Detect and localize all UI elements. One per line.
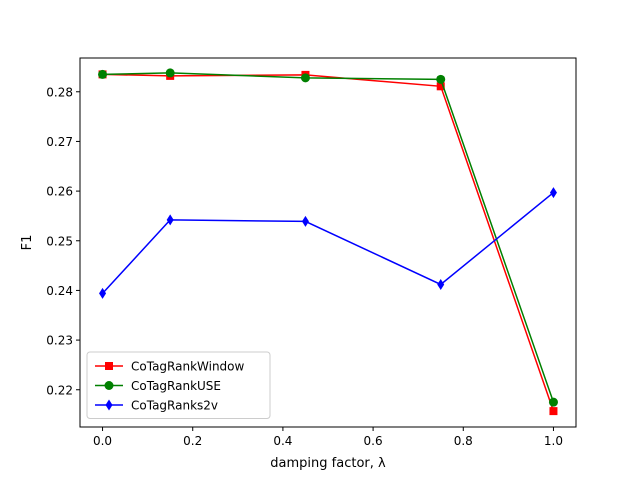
y-tick-label: 0.28 — [46, 85, 73, 99]
x-tick-label: 0.8 — [454, 434, 473, 448]
data-point-CoTagRankUSE — [436, 74, 446, 84]
data-point-CoTagRanks2v — [99, 287, 107, 299]
y-tick-label: 0.26 — [46, 185, 73, 199]
legend-marker — [104, 381, 114, 390]
legend-entry-label: CoTagRankUSE — [131, 379, 221, 393]
data-point-CoTagRanks2v — [549, 187, 557, 199]
y-axis: 0.22 0.23 0.24 0.25 0.26 0.27 0.28 — [46, 85, 80, 397]
x-tick-label: 0.0 — [93, 434, 112, 448]
data-point-CoTagRanks2v — [301, 215, 309, 227]
plot-frame — [79, 57, 577, 428]
legend-marker — [105, 362, 113, 370]
y-tick-label: 0.23 — [46, 334, 73, 348]
plot-marks — [98, 68, 558, 416]
legend-box — [86, 351, 271, 419]
y-tick-label: 0.27 — [46, 135, 73, 149]
data-point-CoTagRankWindow — [436, 82, 445, 91]
data-point-CoTagRankUSE — [548, 397, 558, 407]
x-tick-label: 0.4 — [273, 434, 292, 448]
x-axis: 0.0 0.2 0.4 0.6 0.8 1.0 — [93, 427, 563, 448]
data-point-CoTagRankWindow — [549, 407, 558, 416]
y-tick-label: 0.24 — [46, 284, 73, 298]
legend-entry-label: CoTagRanks2v — [131, 399, 218, 413]
data-point-CoTagRanks2v — [437, 278, 445, 290]
legend: CoTagRankWindow CoTagRankUSE CoTagRanks2v — [86, 351, 271, 419]
x-axis-label: damping factor, λ — [270, 456, 386, 471]
legend-entry-label: CoTagRankWindow — [131, 360, 245, 374]
x-tick-label: 1.0 — [544, 434, 563, 448]
x-tick-label: 0.2 — [183, 434, 202, 448]
x-tick-label: 0.6 — [364, 434, 383, 448]
data-point-CoTagRanks2v — [166, 214, 174, 226]
y-tick-label: 0.22 — [46, 383, 73, 397]
legend-marker — [105, 399, 113, 411]
y-tick-label: 0.25 — [46, 234, 73, 248]
y-axis-label: F1 — [20, 235, 35, 251]
data-point-CoTagRankUSE — [300, 73, 310, 83]
data-point-CoTagRankUSE — [165, 68, 175, 78]
data-point-CoTagRankUSE — [98, 69, 108, 79]
